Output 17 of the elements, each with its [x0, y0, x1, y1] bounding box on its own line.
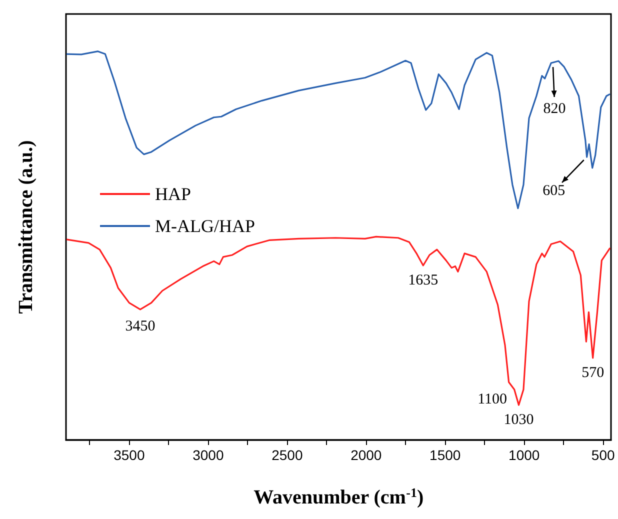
annotation: 1030 [504, 412, 534, 428]
x-tick-label: 3500 [114, 447, 145, 463]
legend-label: HAP [155, 184, 192, 204]
x-tick-label: 2000 [350, 447, 382, 463]
x-tick-label: 500 [591, 447, 615, 463]
annotation: 1635 [408, 272, 438, 288]
annotation: 570 [582, 364, 604, 381]
annotation: 820 [543, 100, 566, 117]
annotation: 605 [542, 183, 566, 200]
y-axis-title: Transmittance (a.u.) [15, 140, 37, 314]
x-tick-label: 1500 [430, 447, 461, 463]
x-tick-label: 3000 [192, 447, 224, 463]
x-tick-label: 2500 [272, 447, 303, 463]
x-tick-label: 1000 [508, 447, 540, 463]
annotation: 1100 [478, 392, 508, 408]
legend-label: M-ALG/HAP [155, 216, 256, 236]
annotation: 3450 [125, 318, 156, 334]
